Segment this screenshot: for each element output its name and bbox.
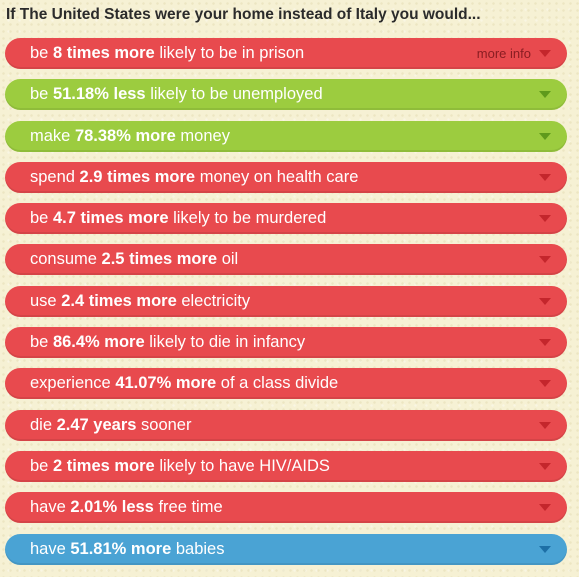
row-suffix: money on health care [195,167,359,186]
more-info-link[interactable]: more info [476,46,531,61]
row-prefix: be [30,44,53,62]
chevron-down-icon[interactable] [539,504,551,512]
comparison-row-hiv-aids[interactable]: be 2 times more likely to have HIV/AIDS [5,450,567,482]
comparison-row-oil[interactable]: consume 2.5 times more oil [5,244,567,276]
row-highlight: 2.47 years [56,415,137,434]
chevron-down-icon[interactable] [539,297,551,305]
page-title: If The United States were your home inst… [6,6,481,23]
chevron-down-icon[interactable] [539,132,551,140]
row-suffix: likely to be murdered [168,209,327,228]
chevron-down-icon[interactable] [539,462,551,470]
row-highlight: 2.4 times more [61,291,177,310]
chevron-down-icon[interactable] [539,380,551,388]
row-suffix: babies [171,539,225,558]
chevron-down-icon[interactable] [539,215,551,223]
row-suffix: likely to be unemployed [145,85,323,104]
row-highlight: 51.18% less [52,85,146,104]
chevron-down-icon[interactable] [539,173,551,181]
comparison-row-class-divide[interactable]: experience 41.07% more of a class divide [5,368,567,400]
row-prefix: be [30,456,53,475]
comparison-row-free-time[interactable]: have 2.01% less free time [5,492,567,524]
row-highlight: 4.7 times more [52,209,169,228]
chevron-down-icon[interactable] [539,256,551,264]
comparison-row-babies[interactable]: have 51.81% more babies [5,533,567,565]
row-suffix: likely to die in infancy [144,333,306,352]
row-prefix: have [30,539,71,558]
row-prefix: consume [30,250,102,269]
row-highlight: 2.01% less [70,498,154,517]
chevron-down-icon[interactable] [539,421,551,429]
chevron-down-icon[interactable] [539,339,551,347]
comparison-row-unemployed[interactable]: be 51.18% less likely to be unemployed [5,79,567,111]
row-highlight: 51.81% more [70,539,172,558]
chevron-down-icon[interactable] [539,50,551,57]
row-suffix: electricity [176,291,251,310]
comparison-row-money[interactable]: make 78.38% more money [5,120,567,152]
comparison-row-electricity[interactable]: use 2.4 times more electricity [5,285,567,317]
row-highlight: 41.07% more [115,374,217,393]
row-suffix: likely to have HIV/AIDS [154,456,330,475]
row-highlight: 8 times more [52,44,155,62]
row-prefix: have [30,498,71,517]
comparison-row-murdered[interactable]: be 4.7 times more likely to be murdered [5,203,567,235]
row-prefix: make [30,126,75,145]
row-prefix: experience [30,374,116,393]
row-prefix: use [30,291,62,310]
row-prefix: spend [30,167,80,186]
comparison-row-prison[interactable]: be 8 times more likely to be in prison m… [5,38,567,69]
row-highlight: 2.5 times more [101,250,218,269]
comparison-list: be 8 times more likely to be in prison m… [5,38,567,575]
row-highlight: 2 times more [52,456,155,475]
comparison-row-infancy[interactable]: be 86.4% more likely to die in infancy [5,327,567,359]
row-highlight: 86.4% more [52,333,145,352]
row-prefix: die [30,415,57,434]
row-suffix: money [175,126,230,145]
row-suffix: oil [217,250,239,269]
row-prefix: be [30,209,53,228]
row-suffix: likely to be in prison [154,44,305,62]
chevron-down-icon[interactable] [539,545,551,553]
row-suffix: sooner [136,415,192,434]
row-prefix: be [30,333,53,352]
row-suffix: of a class divide [216,374,339,393]
chevron-down-icon[interactable] [539,91,551,99]
comparison-row-life-expectancy[interactable]: die 2.47 years sooner [5,409,567,441]
row-suffix: free time [153,498,223,517]
comparison-row-health-care[interactable]: spend 2.9 times more money on health car… [5,161,567,193]
row-highlight: 2.9 times more [79,167,196,186]
row-prefix: be [30,85,53,104]
row-highlight: 78.38% more [74,126,176,145]
